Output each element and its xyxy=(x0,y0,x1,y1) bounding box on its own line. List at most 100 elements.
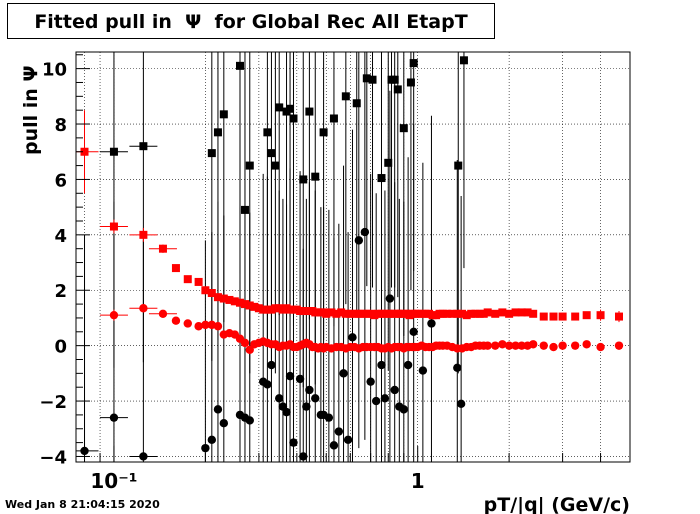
series xyxy=(76,52,468,463)
data-point xyxy=(539,312,548,321)
data-point xyxy=(109,147,118,156)
data-point xyxy=(219,294,228,303)
data-point xyxy=(319,128,328,137)
data-point xyxy=(549,312,558,321)
data-point xyxy=(529,309,538,318)
data-point xyxy=(263,128,272,137)
data-point xyxy=(467,309,476,318)
data-point xyxy=(80,147,89,156)
y-tick-label: 8 xyxy=(54,115,67,136)
data-point xyxy=(558,312,567,321)
data-point xyxy=(263,380,272,389)
data-point xyxy=(289,114,298,123)
data-point xyxy=(289,438,298,447)
plot-frame xyxy=(75,51,631,463)
data-point xyxy=(362,74,371,83)
data-point xyxy=(596,311,605,320)
data-point xyxy=(213,293,222,302)
data-point xyxy=(558,341,567,350)
data-point xyxy=(329,114,338,123)
data-point xyxy=(427,319,436,328)
data-point xyxy=(341,309,350,318)
data-point xyxy=(109,413,119,422)
data-point xyxy=(109,222,118,231)
data-point xyxy=(225,295,234,304)
data-point xyxy=(471,309,480,318)
data-point xyxy=(332,309,341,318)
data-point xyxy=(346,309,355,318)
data-point xyxy=(504,341,514,350)
data-point xyxy=(371,396,381,406)
series xyxy=(99,304,624,355)
y-tick-label: 2 xyxy=(54,281,67,302)
data-point xyxy=(399,124,408,133)
grid xyxy=(76,52,631,462)
data-point xyxy=(267,360,276,370)
data-point xyxy=(302,402,311,411)
data-point xyxy=(498,308,507,317)
series xyxy=(76,110,624,323)
data-point xyxy=(453,363,462,373)
data-point xyxy=(275,103,284,112)
data-point xyxy=(245,161,254,170)
data-point xyxy=(399,405,408,414)
data-point xyxy=(456,399,466,409)
data-point xyxy=(158,244,167,253)
data-point xyxy=(219,419,229,428)
data-point xyxy=(475,309,484,318)
data-point xyxy=(311,394,320,403)
data-point xyxy=(207,149,216,158)
data-point xyxy=(194,322,203,331)
data-point xyxy=(235,298,244,307)
data-point xyxy=(275,394,284,403)
data-point xyxy=(368,75,377,84)
data-point xyxy=(245,345,254,355)
timestamp: Wed Jan 8 21:04:15 2020 xyxy=(5,498,160,511)
data-point xyxy=(511,308,520,317)
data-point xyxy=(139,304,148,313)
y-tick-label: 0 xyxy=(54,337,67,358)
data-point xyxy=(491,309,500,318)
data-point xyxy=(409,327,418,336)
data-point xyxy=(254,304,263,313)
data-point xyxy=(491,341,500,350)
axes: −4 −2 0 2 4 6 8 10 10⁻¹ 1 xyxy=(39,54,631,493)
data-point xyxy=(443,309,452,318)
data-point xyxy=(327,308,336,317)
data-point xyxy=(366,377,375,386)
data-point xyxy=(201,320,210,330)
data-point xyxy=(459,56,468,65)
data-point xyxy=(245,301,254,310)
data-point xyxy=(539,341,548,350)
data-point xyxy=(286,104,295,113)
data-point xyxy=(171,316,181,325)
data-point xyxy=(139,452,148,461)
y-tick-label: −2 xyxy=(39,392,67,413)
data-point xyxy=(109,310,119,320)
data-point xyxy=(517,308,526,317)
chart-title: Fitted pull in Ψ for Global Rec All Etap… xyxy=(34,11,468,33)
data-point xyxy=(194,277,203,286)
data-point xyxy=(511,341,520,350)
data-point xyxy=(299,452,308,461)
data-point xyxy=(614,341,624,350)
data-point xyxy=(483,308,492,317)
series xyxy=(76,52,466,462)
data-point xyxy=(213,128,222,137)
y-tick-label: 4 xyxy=(54,226,67,247)
data-point xyxy=(354,236,364,245)
data-point xyxy=(207,435,217,445)
data-point xyxy=(285,371,295,381)
data-point xyxy=(517,341,526,350)
data-point xyxy=(350,309,359,318)
data-point xyxy=(403,360,413,370)
data-point xyxy=(213,405,223,414)
data-point xyxy=(267,149,276,158)
data-point xyxy=(139,230,148,239)
data-point xyxy=(448,309,457,318)
data-point xyxy=(498,340,507,349)
y-axis-label: pull in Ψ xyxy=(20,65,42,155)
data-point xyxy=(596,342,605,352)
data-point xyxy=(377,360,386,370)
data-point xyxy=(582,340,591,349)
